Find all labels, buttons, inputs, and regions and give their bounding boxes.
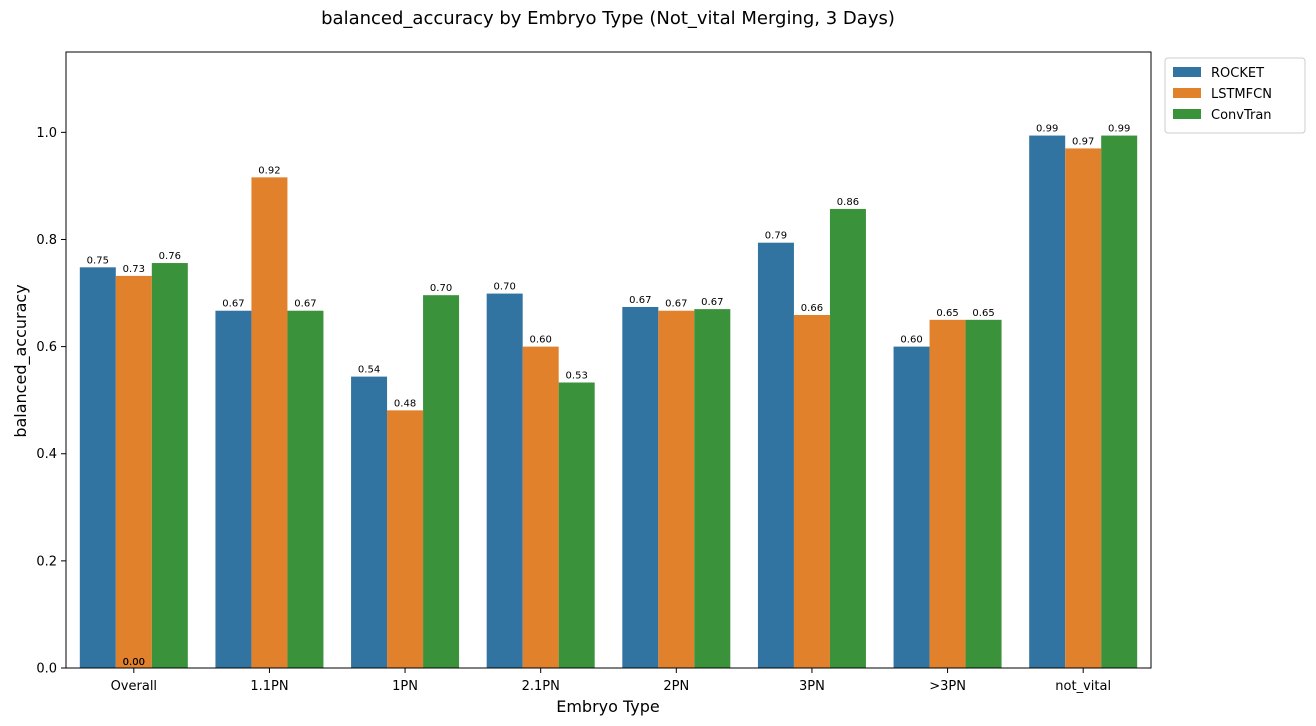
x-tick-label: 2.1PN xyxy=(522,679,560,694)
bar-lstmfcn-notvital xyxy=(1065,148,1102,669)
bar-value-label: 0.67 xyxy=(222,299,244,310)
bar-value-label: 0.60 xyxy=(900,335,922,346)
bar-lstmfcn-2pn xyxy=(658,310,695,668)
y-axis-label: balanced_accuracy xyxy=(11,284,31,437)
bar-convtran-11pn xyxy=(287,310,324,668)
x-tick-label: >3PN xyxy=(929,679,966,694)
plot-area: 0.75 0.67 0.54 0.70 0.67 0.79 0.60 0.99 0.73 0.92… xyxy=(65,51,1152,669)
bar-convtran-overall xyxy=(151,263,188,668)
x-tick-label: not_vital xyxy=(1055,679,1111,694)
bar-value-label: 0.76 xyxy=(159,251,181,262)
y-tick-label: 0.6 xyxy=(36,340,57,355)
y-tick-label: 0.4 xyxy=(36,447,57,462)
x-axis-label: Embryo Type xyxy=(556,697,660,716)
bar-value-label: 0.70 xyxy=(494,282,516,293)
bar-rocket-21pn xyxy=(486,293,523,668)
bar-rocket-overall xyxy=(79,267,116,668)
x-tick-label: 3PN xyxy=(799,679,825,694)
bar-value-label: 0.66 xyxy=(801,303,823,314)
bar-value-label: 0.65 xyxy=(936,308,958,319)
x-axis: Overall 1.1PN 1PN 2.1PN 2PN 3PN >3PN not_vital xyxy=(111,668,1111,694)
y-tick-label: 0.2 xyxy=(36,554,57,569)
bar-value-label: 0.99 xyxy=(1108,124,1130,135)
bar-rocket-2pn xyxy=(622,306,659,668)
bar-value-label: 0.65 xyxy=(972,308,994,319)
zero-annotation: 0.00 xyxy=(123,657,145,668)
bar-rocket-notvital xyxy=(1029,135,1066,668)
bar-value-label: 0.48 xyxy=(394,398,416,409)
y-axis: 0.0 0.2 0.4 0.6 0.8 1.0 xyxy=(36,126,66,677)
x-tick-label: 1.1PN xyxy=(250,679,288,694)
bar-value-label: 0.99 xyxy=(1036,124,1058,135)
bar-value-label: 0.53 xyxy=(566,370,588,381)
legend-swatch xyxy=(1173,109,1201,119)
bar-value-label: 0.97 xyxy=(1072,136,1094,147)
bar-lstmfcn-1pn xyxy=(387,410,424,668)
plot-frame xyxy=(65,51,1152,669)
legend: ROCKET LSTMFCN ConvTran xyxy=(1164,57,1306,134)
bar-value-label: 0.92 xyxy=(258,165,280,176)
legend-label: ConvTran xyxy=(1211,108,1272,123)
bar-convtran-3pn xyxy=(829,208,866,668)
bar-value-label: 0.86 xyxy=(837,197,859,208)
bar-value-label: 0.73 xyxy=(123,264,145,275)
y-tick-label: 0.8 xyxy=(36,233,57,248)
legend-label: LSTMFCN xyxy=(1211,87,1272,102)
legend-label: ROCKET xyxy=(1211,66,1264,81)
bar-lstmfcn-11pn xyxy=(251,177,288,669)
y-tick-label: 0.0 xyxy=(36,662,57,677)
x-tick-label: 2PN xyxy=(663,679,689,694)
bar-value-label: 0.54 xyxy=(358,365,380,376)
bar-rocket-3pn xyxy=(757,242,794,668)
bar-convtran-1pn xyxy=(423,295,460,668)
bar-rocket-11pn xyxy=(215,310,252,668)
bar-value-label: 0.75 xyxy=(87,255,109,266)
bar-value-label: 0.70 xyxy=(430,283,452,294)
bar-lstmfcn-3pn xyxy=(793,315,830,668)
bar-lstmfcn-21pn xyxy=(522,346,559,668)
bar-convtran-3pn xyxy=(965,319,1002,668)
bar-value-label: 0.67 xyxy=(701,297,723,308)
y-tick-label: 1.0 xyxy=(36,126,57,141)
bar-lstmfcn-3pn xyxy=(929,319,966,668)
bar-convtran-21pn xyxy=(558,382,595,668)
legend-swatch xyxy=(1173,88,1201,98)
bar-rocket-3pn xyxy=(893,346,930,668)
x-tick-label: 1PN xyxy=(392,679,418,694)
bar-lstmfcn-overall xyxy=(115,275,152,668)
bar-value-label: 0.67 xyxy=(629,295,651,306)
bar-convtran-2pn xyxy=(694,309,731,668)
bar-rocket-1pn xyxy=(351,376,388,668)
legend-swatch xyxy=(1173,67,1201,77)
x-tick-label: Overall xyxy=(111,679,157,694)
bar-value-label: 0.67 xyxy=(294,299,316,310)
chart-title: balanced_accuracy by Embryo Type (Not_vi… xyxy=(321,8,895,29)
bar-value-label: 0.67 xyxy=(665,299,687,310)
bar-convtran-notvital xyxy=(1101,135,1138,668)
bar-value-label: 0.79 xyxy=(765,231,787,242)
zero-annotation: 0.00 xyxy=(123,657,145,668)
bar-value-label: 0.60 xyxy=(530,335,552,346)
